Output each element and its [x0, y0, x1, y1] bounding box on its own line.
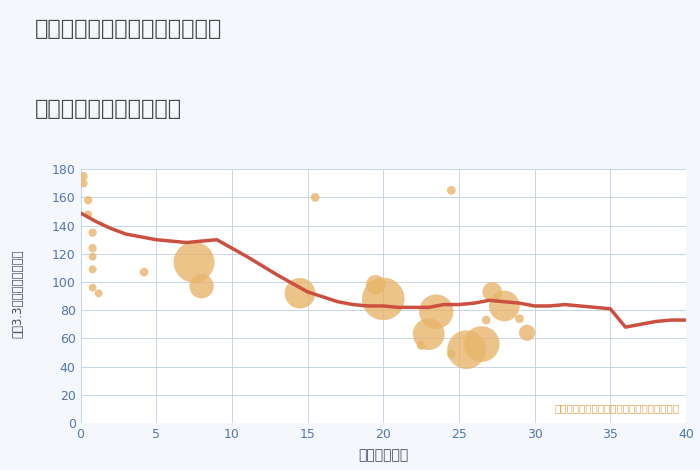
- Point: [446, 350, 457, 358]
- Point: [522, 329, 533, 337]
- Point: [83, 211, 94, 218]
- Point: [514, 315, 525, 322]
- Point: [78, 180, 89, 187]
- Point: [87, 229, 98, 236]
- Point: [93, 290, 104, 297]
- Point: [446, 187, 457, 194]
- Point: [430, 308, 442, 315]
- Point: [78, 172, 89, 180]
- Point: [309, 194, 321, 201]
- Point: [481, 316, 492, 324]
- Text: 築年数別中古戸建て価格: 築年数別中古戸建て価格: [35, 99, 182, 119]
- Point: [461, 346, 472, 353]
- Point: [87, 284, 98, 291]
- Point: [295, 290, 306, 297]
- Point: [139, 268, 150, 276]
- Point: [423, 330, 434, 338]
- Point: [188, 258, 199, 266]
- Point: [196, 282, 207, 290]
- Point: [87, 244, 98, 252]
- Point: [416, 342, 427, 349]
- Text: 愛知県名古屋市瑞穂区二野町の: 愛知県名古屋市瑞穂区二野町の: [35, 19, 223, 39]
- Point: [486, 288, 498, 296]
- Point: [378, 295, 389, 303]
- Point: [370, 281, 382, 289]
- Text: 平（3.3㎡）単価（万円）: 平（3.3㎡）単価（万円）: [11, 250, 24, 338]
- Point: [87, 266, 98, 273]
- Text: 円の大きさは、取引のあった物件面積を示す: 円の大きさは、取引のあった物件面積を示す: [555, 403, 680, 413]
- Point: [87, 253, 98, 260]
- Point: [498, 302, 510, 310]
- Point: [83, 196, 94, 204]
- Point: [476, 340, 487, 348]
- X-axis label: 築年数（年）: 築年数（年）: [358, 448, 408, 462]
